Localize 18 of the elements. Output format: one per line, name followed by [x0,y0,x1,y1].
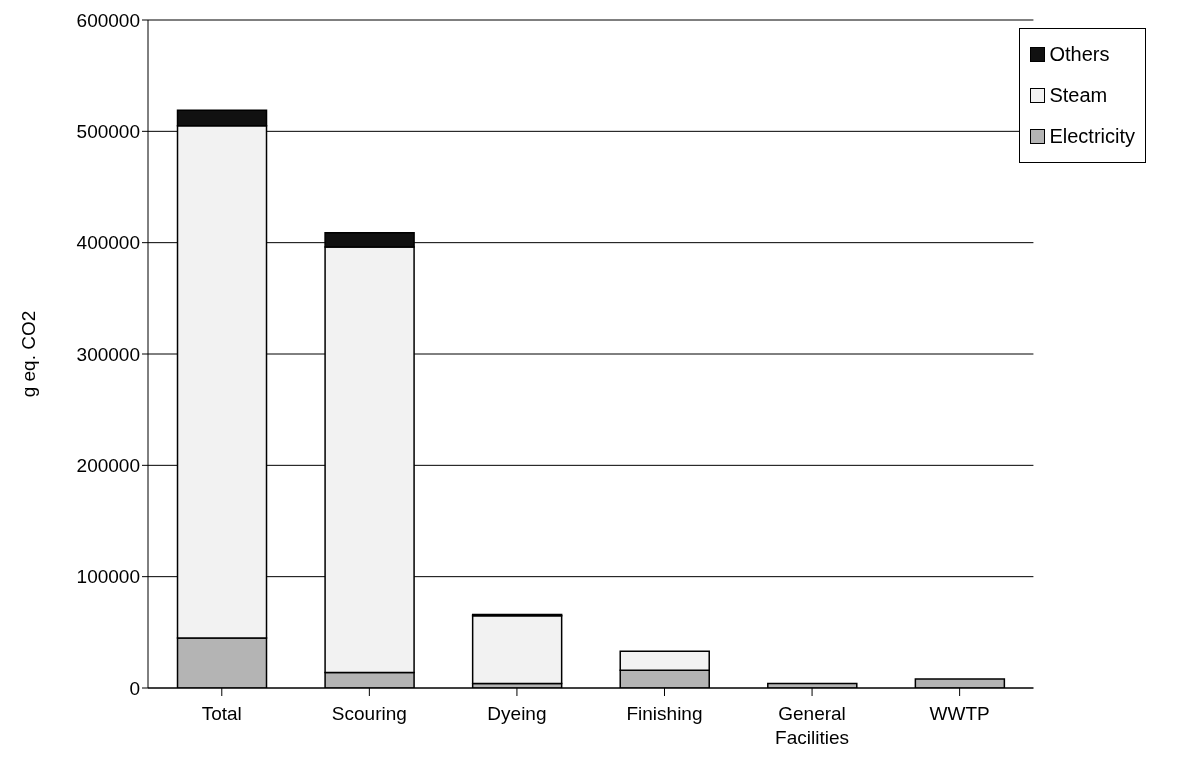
x-tick-label: General Facilities [775,703,850,748]
y-tick-label: 0 [129,677,140,699]
y-tick-label: 500000 [76,121,140,143]
y-tick-label: 400000 [76,232,140,254]
x-tick-label: Total [201,703,242,724]
y-tick-label: 200000 [76,455,140,477]
legend-label: Others [1049,43,1110,66]
y-axis-title: g eq. CO2 [17,310,39,398]
x-tick-label: Dyeing [487,703,547,724]
bar [471,614,563,685]
x-tick-label: Finishing [626,703,703,724]
legend-label: Steam [1049,84,1108,107]
x-tick-label: WWTP [929,703,990,724]
legend-label: Electricity [1049,125,1135,148]
y-tick-label: 600000 [76,9,140,31]
y-tick-label: 300000 [76,343,140,365]
x-tick-label: Scouring [331,703,407,724]
y-tick-label: 100000 [76,566,140,588]
